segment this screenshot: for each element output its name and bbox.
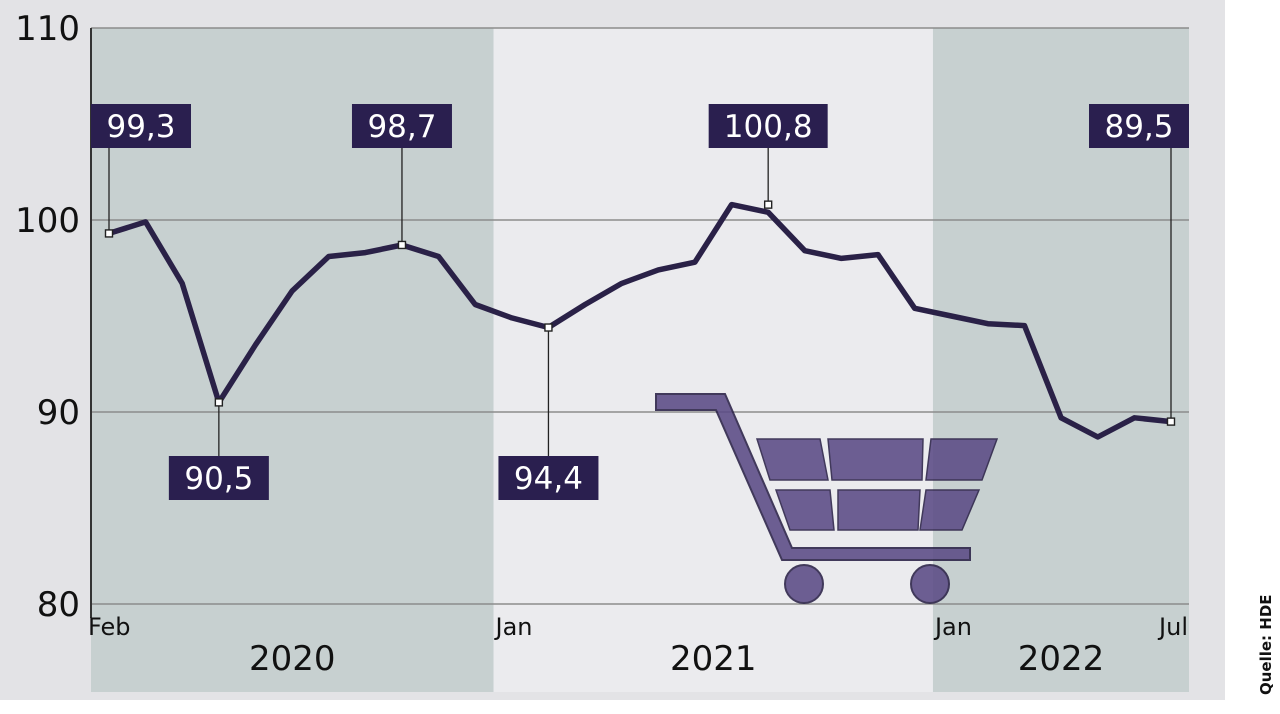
cart-wheel (910, 564, 950, 604)
series-line (106, 201, 1174, 440)
annotation-marker (1166, 417, 1176, 426)
annotation-label: 90,5 (184, 461, 253, 497)
cart-basket-cell (755, 438, 829, 481)
annotation-box (168, 456, 269, 500)
annotation-marker (763, 200, 773, 209)
annotation-box (708, 104, 828, 148)
source-note: Quelle: HDE (1257, 594, 1275, 695)
y-tick-label: 100 (15, 201, 80, 241)
annotation-box (91, 104, 191, 148)
year-label: 2020 (249, 639, 336, 679)
cart-basket-cell (837, 489, 921, 531)
annotation-marker (544, 323, 553, 332)
cart-frame (655, 393, 971, 561)
y-tick-label: 110 (15, 9, 80, 49)
x-tick-label: Jul (1157, 613, 1188, 641)
y-tick-label: 80 (37, 585, 80, 625)
annotation-label: 100,8 (724, 109, 813, 145)
year-label: 2021 (670, 639, 757, 679)
annotation-label: 94,4 (514, 461, 583, 497)
x-tick-label: Jan (494, 613, 533, 641)
y-tick-label: 90 (37, 393, 80, 433)
annotation-label: 98,7 (367, 109, 436, 145)
annotation-marker (397, 240, 407, 250)
year-labels: 2020 2021 2022 (249, 639, 1104, 679)
shopping-cart-icon (655, 393, 999, 604)
annotation-box (498, 456, 599, 500)
y-axis-ticks: 80 90 100 110 (15, 9, 80, 625)
annotation-marker (214, 398, 224, 407)
year-bands (91, 28, 1189, 692)
x-tick-label: Feb (88, 613, 131, 641)
annotation-marker (104, 229, 114, 238)
annotation-box (1089, 104, 1189, 148)
x-axis-ticks: Feb Jan Jan Jul (88, 613, 1188, 641)
cart-basket-cell (827, 438, 924, 481)
series-line-path (106, 201, 1174, 440)
cart-basket-cell (919, 489, 981, 531)
x-tick-label: Jan (933, 613, 972, 641)
year-label: 2022 (1018, 639, 1105, 679)
cart-wheel (784, 564, 824, 604)
annotation-label: 99,3 (106, 109, 175, 145)
cart-basket-cell (925, 438, 999, 481)
annotation-box (351, 104, 452, 148)
annotations: 99,3 90,5 98,7 94,4 100,8 89,5 (91, 104, 1189, 500)
annotation-label: 89,5 (1104, 109, 1173, 145)
cart-basket-cell (774, 489, 835, 531)
